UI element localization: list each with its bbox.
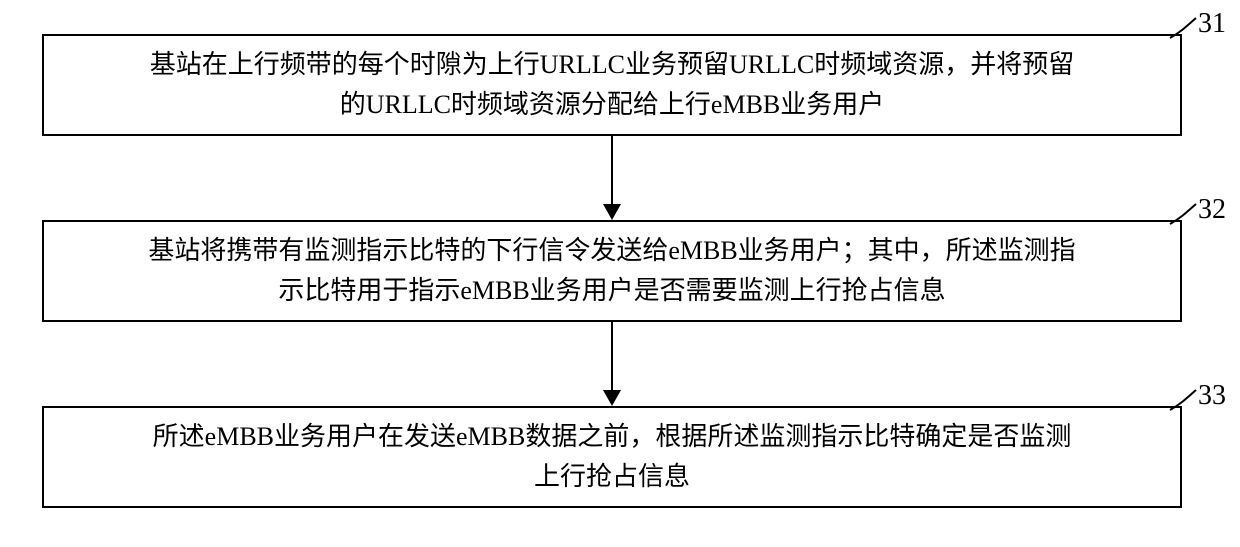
- step-33-leader-path: [1170, 390, 1196, 410]
- step-33-leader: [0, 0, 1240, 547]
- flowchart-canvas: 基站在上行频带的每个时隙为上行URLLC业务预留URLLC时频域资源，并将预留 …: [0, 0, 1240, 547]
